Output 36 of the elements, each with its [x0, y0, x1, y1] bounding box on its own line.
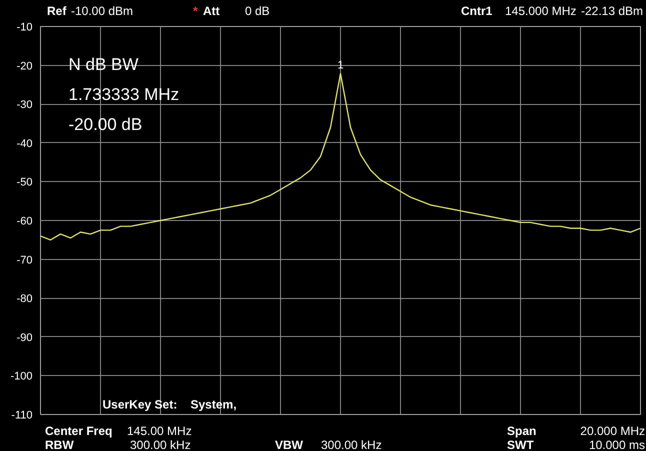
text: Span: [507, 424, 536, 438]
y-tick-label: -60: [16, 216, 33, 228]
text: 300.00 kHz: [321, 438, 382, 451]
text: 20.000 MHz: [580, 424, 645, 438]
text: *: [193, 4, 198, 18]
text: 10.000 ms: [588, 438, 645, 451]
y-tick-label: -80: [16, 293, 33, 306]
text: 145.000 MHz: [505, 4, 576, 18]
text: Att: [203, 4, 220, 18]
text: -22.13 dBm: [581, 4, 644, 18]
text: SWT: [507, 438, 534, 451]
text: 300.00 kHz: [130, 438, 191, 451]
y-tick-label: -110: [11, 410, 33, 422]
y-tick-label: -40: [16, 138, 33, 150]
y-tick-label: -30: [16, 99, 33, 112]
text: 145.00 MHz: [127, 424, 192, 438]
text: 0 dB: [245, 4, 270, 18]
text: Center Freq: [45, 424, 112, 438]
y-tick-label: -100: [10, 370, 33, 383]
text: -10.00 dBm: [71, 4, 134, 18]
line-series: [40, 72, 640, 240]
annotation: 1: [337, 60, 344, 72]
text: Ref: [47, 4, 66, 18]
annotation: -20.00 dB: [68, 115, 142, 134]
y-tick-label: -20: [16, 60, 33, 72]
text: Cntr1: [461, 4, 492, 18]
text: VBW: [275, 438, 303, 451]
y-tick-label: -50: [16, 176, 33, 189]
annotation: System,: [190, 398, 237, 412]
text: RBW: [45, 438, 74, 451]
annotation: 1.733333 MHz: [68, 85, 180, 104]
y-tick-label: -70: [16, 254, 33, 266]
y-tick-label: -10: [16, 22, 33, 34]
annotation: N dB BW: [68, 55, 138, 74]
y-tick-label: -90: [16, 332, 33, 344]
annotation: UserKey Set:: [102, 398, 178, 412]
